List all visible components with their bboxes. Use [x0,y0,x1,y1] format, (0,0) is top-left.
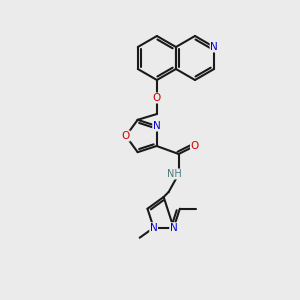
Text: O: O [153,93,161,103]
Text: N: N [170,223,178,233]
Text: O: O [190,141,199,151]
Text: N: N [153,121,160,131]
Text: NH: NH [167,169,182,179]
Text: N: N [150,223,158,233]
Text: N: N [210,42,218,52]
Text: O: O [122,131,130,141]
